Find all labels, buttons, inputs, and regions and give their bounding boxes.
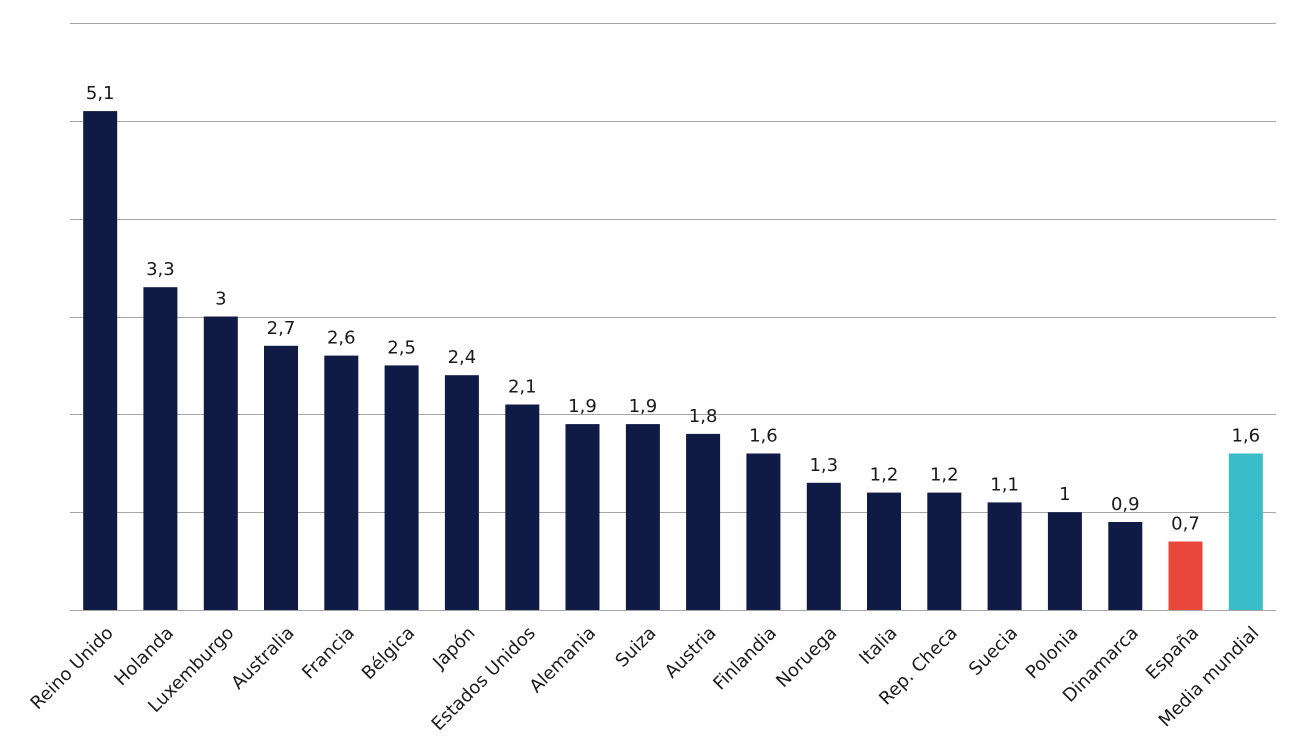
data-label: 2,4 (448, 347, 477, 368)
bar (867, 492, 901, 610)
data-label: 1,9 (568, 396, 597, 417)
category-label: Austria (661, 623, 721, 683)
data-label: 5,1 (86, 83, 115, 104)
data-label: 1,3 (809, 455, 838, 476)
data-label: 0,9 (1111, 494, 1140, 515)
category-label: Suiza (611, 623, 660, 672)
category-label: Polonia (1022, 623, 1083, 684)
data-label: 2,5 (387, 337, 416, 358)
data-label: 1,9 (629, 396, 658, 417)
bar (444, 375, 479, 610)
data-label: 1,1 (990, 474, 1019, 495)
category-label: Estados Unidos (428, 623, 540, 735)
bar (143, 287, 178, 610)
data-label: 3 (215, 289, 226, 310)
category-label: Bélgica (358, 623, 419, 684)
data-label: 1 (1059, 484, 1070, 505)
bar (686, 433, 721, 610)
data-label: 1,8 (689, 406, 718, 427)
gridlines (70, 23, 1276, 611)
value-labels: 5,1 3,3 3 2,7 2,6 2,5 2,4 2,1 1,9 1,9 1,8 1,6 1,3 1,2… (86, 83, 1260, 534)
category-label: Japón (428, 623, 479, 674)
category-label: Finlandia (709, 623, 781, 695)
category-label: Alemania (526, 623, 601, 698)
category-label: Australia (227, 623, 298, 694)
data-label: 3,3 (146, 259, 175, 280)
bar (987, 502, 1022, 610)
bar (625, 424, 660, 610)
data-label: 1,2 (930, 465, 959, 486)
bar (746, 453, 781, 610)
bar (565, 424, 600, 610)
bar (83, 111, 118, 610)
data-label: 0,7 (1171, 514, 1200, 535)
category-label: Reino Unido (27, 623, 118, 714)
data-label: 1,6 (749, 426, 778, 447)
data-label: 2,1 (508, 377, 537, 398)
bar (203, 316, 238, 610)
bar (1168, 541, 1203, 610)
bar (505, 404, 540, 610)
bar (1228, 453, 1263, 610)
bar (384, 365, 419, 610)
category-label: Noruega (772, 623, 841, 692)
bar (927, 492, 962, 610)
bar (264, 345, 298, 610)
bars (83, 111, 1263, 610)
bar (806, 482, 841, 610)
category-label: Suecia (965, 623, 1022, 680)
category-label: Francia (298, 623, 359, 684)
bar (1047, 512, 1082, 610)
category-label: Italia (855, 623, 901, 669)
bar (324, 355, 359, 610)
bar (1108, 522, 1143, 610)
data-label: 1,6 (1231, 426, 1260, 447)
data-label: 1,2 (870, 465, 899, 486)
data-label: 2,7 (267, 318, 296, 339)
data-label: 2,6 (327, 328, 356, 349)
category-label: España (1142, 623, 1203, 684)
